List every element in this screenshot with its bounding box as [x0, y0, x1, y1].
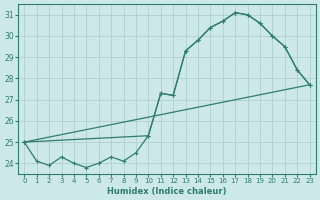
X-axis label: Humidex (Indice chaleur): Humidex (Indice chaleur): [107, 187, 227, 196]
